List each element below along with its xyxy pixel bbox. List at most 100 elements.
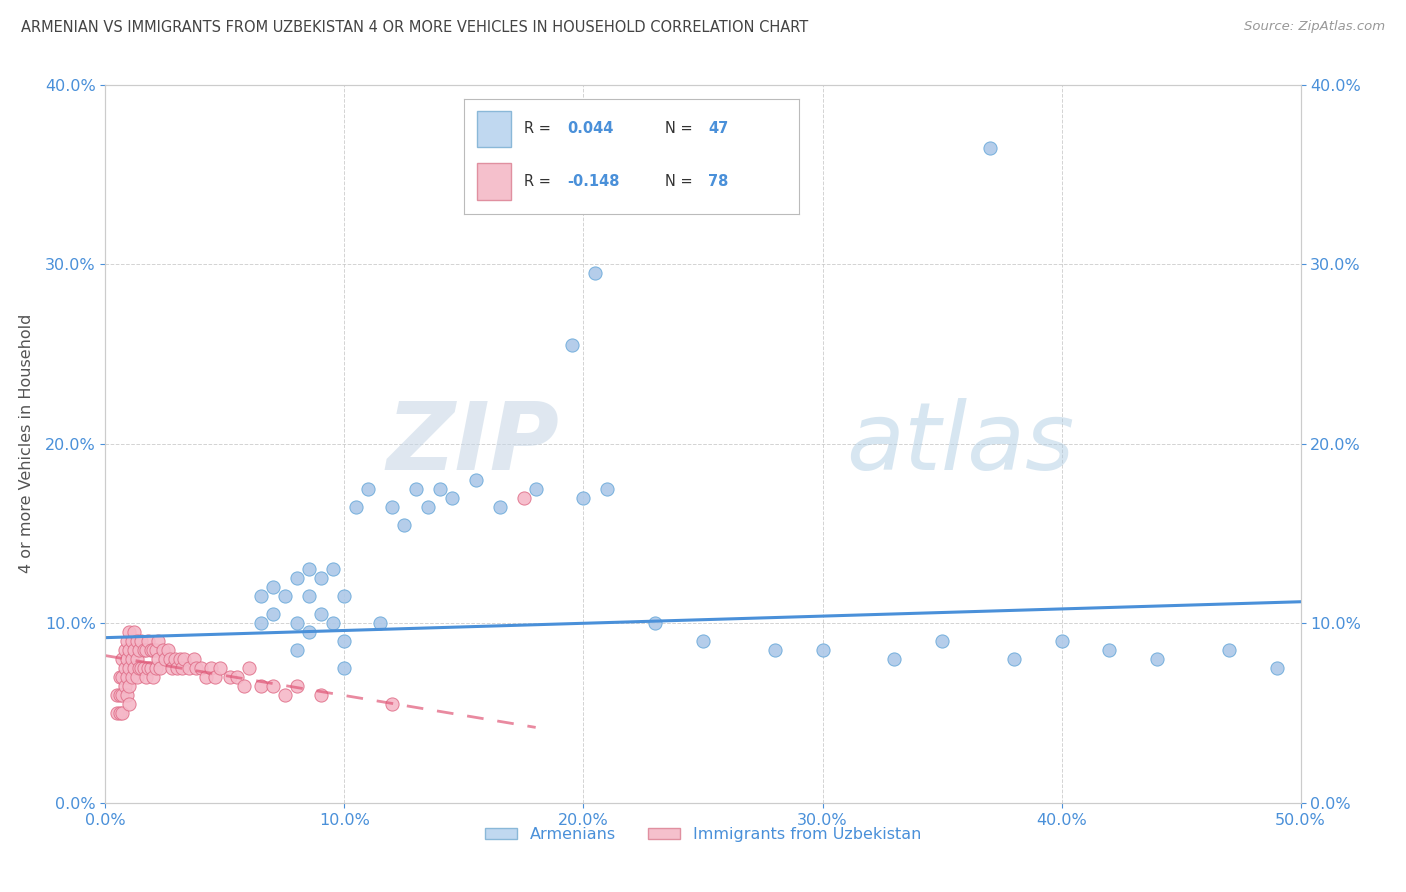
Point [128, 643, 150, 657]
Point [118, 643, 141, 657]
Point [585, 266, 607, 280]
Point [225, 670, 249, 684]
Point [153, 652, 177, 666]
Point [108, 688, 131, 702]
Point [209, 661, 232, 675]
Text: atlas: atlas [846, 398, 1074, 490]
Point [285, 643, 308, 657]
Point [114, 679, 136, 693]
Point [763, 643, 786, 657]
Point [298, 625, 321, 640]
Point [159, 652, 181, 666]
Point [560, 338, 583, 352]
Point [114, 643, 136, 657]
Point [1265, 661, 1288, 675]
Point [163, 652, 186, 666]
Point [811, 643, 834, 657]
Point [200, 661, 222, 675]
Point [162, 661, 184, 675]
Point [135, 643, 157, 657]
Point [309, 571, 332, 585]
Point [177, 661, 201, 675]
Point [139, 661, 162, 675]
Point [392, 517, 416, 532]
Point [285, 571, 308, 585]
Point [405, 482, 427, 496]
Point [139, 643, 162, 657]
Point [250, 616, 273, 631]
Point [333, 590, 356, 604]
Point [692, 634, 714, 648]
Point [429, 482, 451, 496]
Point [118, 679, 141, 693]
Point [346, 500, 368, 514]
Point [128, 661, 150, 675]
Point [121, 634, 143, 648]
Point [111, 652, 134, 666]
Point [125, 670, 148, 684]
Point [262, 679, 284, 693]
Point [262, 607, 284, 622]
Point [931, 634, 953, 648]
Point [125, 652, 148, 666]
Point [218, 670, 240, 684]
Point [135, 670, 157, 684]
Point [108, 670, 131, 684]
Point [170, 661, 193, 675]
Point [152, 643, 174, 657]
Point [524, 482, 547, 496]
Point [596, 482, 619, 496]
Point [273, 590, 295, 604]
Point [132, 643, 155, 657]
Point [115, 670, 138, 684]
Point [1002, 652, 1025, 666]
Point [145, 643, 167, 657]
Point [298, 590, 321, 604]
Point [572, 491, 595, 505]
Point [368, 616, 391, 631]
Point [333, 634, 356, 648]
Point [321, 616, 344, 631]
Point [146, 634, 169, 648]
Point [166, 661, 188, 675]
Point [183, 652, 205, 666]
Point [118, 661, 141, 675]
Point [111, 706, 134, 720]
Point [262, 581, 284, 595]
Point [129, 634, 153, 648]
Point [125, 634, 148, 648]
Point [115, 634, 138, 648]
Point [122, 661, 145, 675]
Point [138, 661, 160, 675]
Point [1050, 634, 1073, 648]
Point [285, 616, 308, 631]
Point [114, 661, 136, 675]
Point [644, 616, 666, 631]
Point [129, 661, 153, 675]
Point [149, 661, 172, 675]
Point [111, 670, 134, 684]
Point [381, 500, 404, 514]
Legend: Armenians, Immigrants from Uzbekistan: Armenians, Immigrants from Uzbekistan [478, 821, 928, 848]
Point [250, 590, 273, 604]
Point [194, 670, 217, 684]
Point [440, 491, 463, 505]
Point [333, 661, 356, 675]
Point [142, 670, 165, 684]
Point [357, 482, 380, 496]
Point [1098, 643, 1121, 657]
Point [107, 688, 129, 702]
Point [233, 679, 256, 693]
Point [238, 661, 260, 675]
Point [464, 473, 488, 487]
Point [118, 697, 141, 711]
Point [138, 634, 160, 648]
Point [309, 688, 332, 702]
Point [156, 643, 179, 657]
Text: Source: ZipAtlas.com: Source: ZipAtlas.com [1244, 20, 1385, 33]
Point [169, 652, 191, 666]
Point [122, 625, 145, 640]
Point [513, 491, 536, 505]
Point [121, 670, 143, 684]
Point [111, 688, 134, 702]
